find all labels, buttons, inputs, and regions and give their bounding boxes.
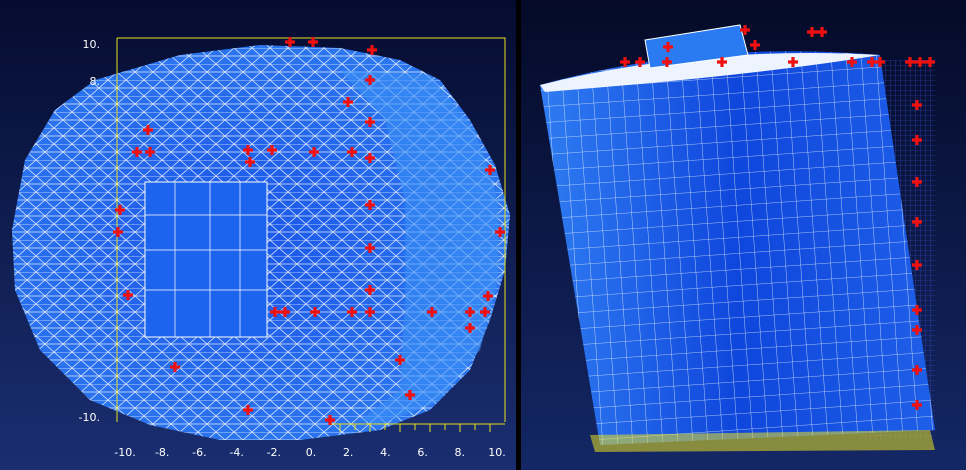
x-axis-label: -4. xyxy=(229,446,243,459)
x-axis-label: -6. xyxy=(192,446,206,459)
x-axis-label: 0. xyxy=(306,446,317,459)
mesh-model-side xyxy=(540,25,935,452)
x-axis-label: 2. xyxy=(343,446,354,459)
y-axis-label: -10. xyxy=(79,411,100,424)
x-axis-label: 4. xyxy=(380,446,391,459)
x-axis-label: -8. xyxy=(155,446,169,459)
mesh-model-front xyxy=(12,45,510,440)
viewer: 10. 8. -10. -10. -8. -6. -4. -2. 0. 2. 4. 6. 8. 10. xyxy=(0,0,966,470)
x-axis-label: -10. xyxy=(114,446,135,459)
x-axis-label: 8. xyxy=(455,446,466,459)
x-axis-label: -2. xyxy=(267,446,281,459)
y-axis-label: 10. xyxy=(83,38,101,51)
x-axis-label: 10. xyxy=(488,446,506,459)
x-axis-label: 6. xyxy=(417,446,428,459)
y-axis-label: 8. xyxy=(90,75,101,88)
